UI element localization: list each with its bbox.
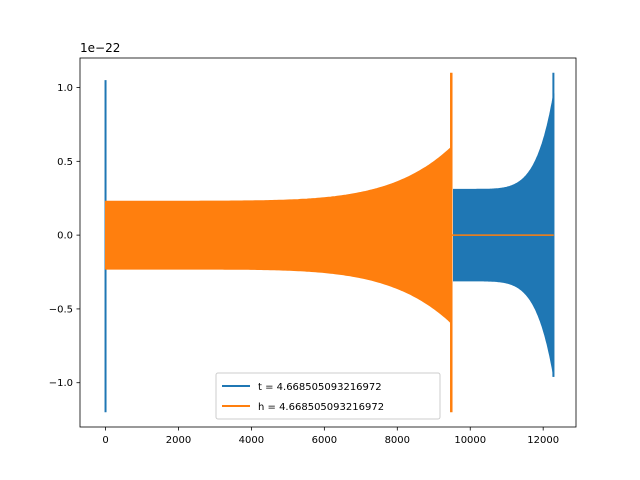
series-h-oscillation-band	[105, 145, 453, 325]
y-tick-label: 1.0	[57, 83, 73, 94]
plot-area	[104, 72, 555, 413]
series-h	[105, 72, 554, 413]
x-tick-label: 8000	[385, 435, 410, 446]
x-axis: 0 2000 4000 6000 8000 10000 12000	[102, 427, 559, 446]
legend: t = 4.668505093216972 h = 4.6685050932169…	[215, 372, 441, 420]
y-tick-label: 0.0	[57, 231, 73, 242]
axes-border	[79, 57, 577, 428]
axes-frame	[79, 57, 577, 428]
y-tick-label: −0.5	[49, 304, 73, 315]
x-tick-label: 12000	[527, 435, 559, 446]
legend-entry-label: t = 4.668505093216972	[258, 382, 382, 393]
y-tick-label: 0.5	[57, 157, 73, 168]
x-tick-label: 2000	[166, 435, 191, 446]
y-axis: −1.0 −0.5 0.0 0.5 1.0	[49, 83, 80, 389]
y-tick-label: −1.0	[49, 378, 73, 389]
legend-entry-label: h = 4.668505093216972	[258, 402, 384, 413]
x-tick-label: 10000	[454, 435, 486, 446]
x-tick-label: 6000	[312, 435, 337, 446]
y-offset-label: 1e−22	[80, 41, 120, 55]
x-tick-label: 4000	[239, 435, 264, 446]
legend-box	[215, 372, 441, 420]
x-tick-label: 0	[102, 435, 108, 446]
